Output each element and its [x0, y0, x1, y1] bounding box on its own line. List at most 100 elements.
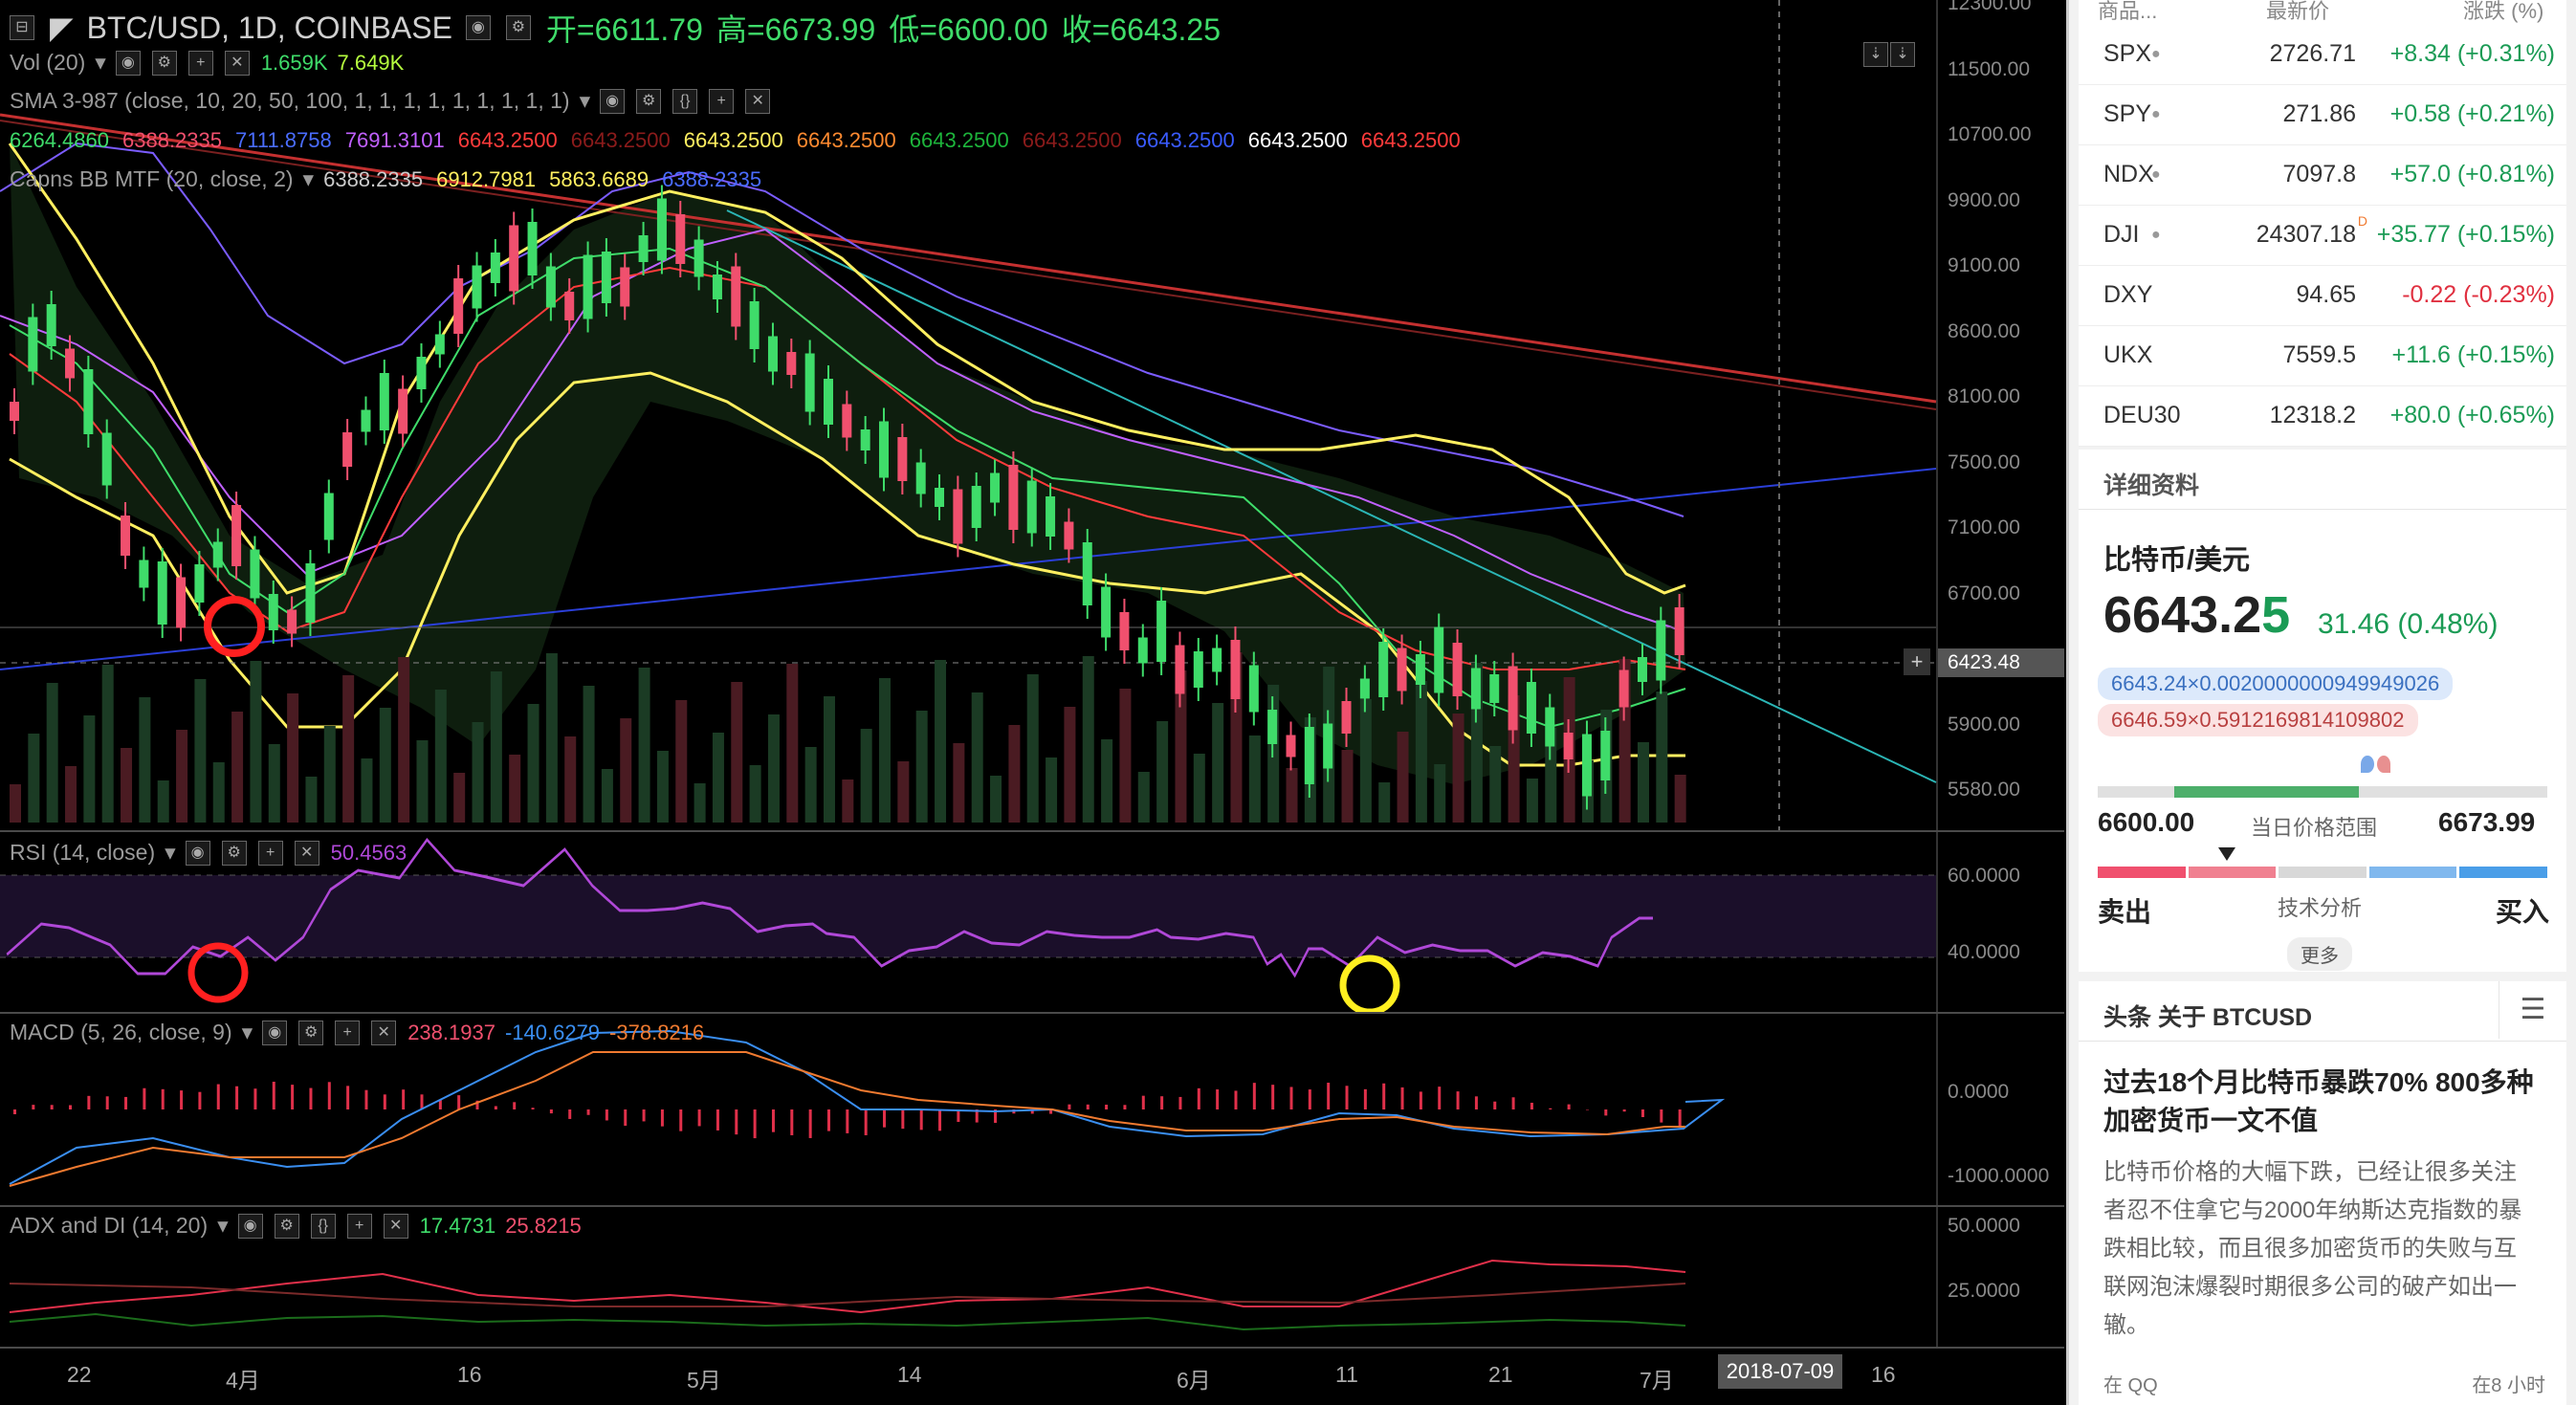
sma-value: 6643.2500 [1360, 128, 1461, 152]
col-change[interactable]: 涨跌 (%) [2463, 0, 2544, 23]
tech-label[interactable]: 技术分析 [2278, 896, 2363, 920]
eye-icon[interactable]: ◉ [185, 840, 210, 866]
chevron-down-icon[interactable]: ▾ [165, 840, 176, 865]
settings-icon[interactable]: ⚙ [221, 840, 247, 866]
close-icon[interactable]: ✕ [383, 1213, 408, 1239]
eye-icon[interactable]: ◉ [237, 1213, 263, 1239]
scroll-controls[interactable]: ⇣ ⇣ [1863, 42, 1917, 67]
macd-pane[interactable]: MACD (5, 26, close, 9) ▾ ◉ ⚙ + ✕ 238.1937 -… [0, 1014, 2064, 1207]
watchlist[interactable]: 商品... 最新价 涨跌 (%) SPX ● 2726.71 +8.34 (+0.31… [2079, 0, 2566, 447]
chevron-down-icon[interactable]: ▾ [579, 88, 591, 113]
sma-value: 6643.2500 [457, 128, 558, 152]
watchlist-row[interactable]: DEU30 12318.2 +80.0 (+0.65%) [2079, 386, 2566, 447]
close-icon[interactable]: ✕ [745, 88, 771, 114]
plus-icon[interactable]: + [346, 1213, 372, 1239]
price-pane[interactable]: ⊟ ◤ BTC/USD, 1D, COINBASE ◉ ⚙ 开=6611.79 … [0, 0, 2064, 832]
watchlist-price: 2726.71 [2269, 40, 2356, 67]
vol-label: Vol (20) [10, 50, 86, 75]
source-code-icon[interactable]: {} [310, 1213, 336, 1239]
adx-value-1: 17.4731 [419, 1213, 496, 1238]
plus-icon[interactable]: + [257, 840, 283, 866]
volume-bar [1064, 707, 1076, 823]
chevron-down-icon[interactable]: ▾ [302, 166, 315, 191]
volume-bar [139, 697, 151, 823]
delayed-dot-icon: ● [2151, 106, 2161, 122]
settings-icon[interactable]: ⚙ [636, 88, 662, 114]
col-price[interactable]: 最新价 [2266, 0, 2330, 23]
watchlist-change: +57.0 (+0.81%) [2389, 161, 2555, 187]
volume-bar [10, 784, 21, 823]
sma-value: 6643.2500 [1134, 128, 1235, 152]
bb-legend[interactable]: Capns BB MTF (20, close, 2) ▾ 6388.2335 6… [10, 166, 761, 192]
rsi-label: RSI (14, close) [10, 840, 156, 865]
settings-icon[interactable]: ⚙ [274, 1213, 299, 1239]
watchlist-row[interactable]: UKX 7559.5 +11.6 (+0.15%) [2079, 326, 2566, 386]
eye-icon[interactable]: ◉ [262, 1020, 288, 1045]
sma-value: 6643.2500 [796, 128, 896, 152]
eye-icon[interactable]: ◉ [465, 15, 491, 40]
adx-legend[interactable]: ADX and DI (14, 20) ▾ ◉ ⚙ {} + ✕ 17.4731 25.… [10, 1213, 582, 1239]
crosshair-plus-icon[interactable]: + [1904, 648, 1930, 675]
candle-body [1212, 648, 1222, 672]
candle-body [1508, 666, 1518, 731]
list-icon[interactable]: ☰ [2499, 981, 2566, 1039]
source-code-icon[interactable]: {} [672, 88, 698, 114]
watchlist-symbol: DXY [2103, 281, 2153, 308]
macd-histogram-bar [753, 1109, 757, 1139]
watchlist-row[interactable]: SPX ● 2726.71 +8.34 (+0.31%) [2079, 25, 2566, 85]
macd-histogram-bar [161, 1088, 165, 1109]
volume-bar [1175, 670, 1187, 823]
settings-icon[interactable]: ⚙ [505, 15, 531, 40]
rsi-pane[interactable]: RSI (14, close) ▾ ◉ ⚙ + ✕ 50.4563 60.0000 40… [0, 832, 2064, 1014]
candle-body [1323, 723, 1333, 769]
more-button[interactable]: 更多 [2287, 937, 2352, 971]
close-icon[interactable]: ✕ [294, 840, 319, 866]
candle-body [398, 388, 408, 434]
watchlist-row[interactable]: SPY ● 271.86 +0.58 (+0.21%) [2079, 85, 2566, 145]
rsi-legend[interactable]: RSI (14, close) ▾ ◉ ⚙ + ✕ 50.4563 [10, 840, 407, 866]
arrow-down-icon[interactable]: ⇣ [1890, 42, 1915, 67]
candle-body [10, 402, 19, 421]
settings-icon[interactable]: ⚙ [298, 1020, 324, 1045]
volume-bar [231, 712, 244, 823]
collapse-icon[interactable]: ⊟ [10, 15, 34, 40]
volume-bar [897, 761, 910, 823]
col-symbol[interactable]: 商品... [2098, 0, 2158, 23]
news-title[interactable]: 过去18个月比特币暴跌70% 800多种加密货币一文不值 [2103, 1067, 2534, 1135]
macd-histogram-bar [1585, 1109, 1589, 1110]
adx-pane[interactable]: ADX and DI (14, 20) ▾ ◉ ⚙ {} + ✕ 17.4731 25.… [0, 1207, 2064, 1349]
macd-histogram-bar [1216, 1089, 1220, 1109]
eye-icon[interactable]: ◉ [115, 50, 141, 76]
chevron-down-icon[interactable]: ▾ [217, 1213, 229, 1238]
sma-legend[interactable]: SMA 3-987 (close, 10, 20, 50, 100, 1, 1,… [10, 88, 772, 114]
chevron-down-icon[interactable]: ▾ [95, 50, 106, 75]
chevron-down-icon[interactable]: ▾ [241, 1020, 253, 1044]
volume-bar [1341, 750, 1354, 823]
candle-body [1137, 637, 1148, 664]
macd-legend[interactable]: MACD (5, 26, close, 9) ▾ ◉ ⚙ + ✕ 238.1937 -… [10, 1020, 704, 1045]
tech-gauge[interactable] [2098, 867, 2547, 878]
close-icon[interactable]: ✕ [371, 1020, 397, 1045]
arrow-down-icon[interactable]: ⇣ [1863, 42, 1888, 67]
macd-histogram-bar [253, 1088, 257, 1109]
plus-icon[interactable]: + [709, 88, 735, 114]
sma-label: SMA 3-987 (close, 10, 20, 50, 100, 1, 1,… [10, 88, 570, 113]
watchlist-row[interactable]: DJI ● 24307.18 +35.77 (+0.15%) D [2079, 206, 2566, 266]
macd-value-hist: 238.1937 [407, 1020, 495, 1044]
volume-bar [1656, 692, 1668, 823]
vol-legend[interactable]: Vol (20) ▾ ◉ ⚙ + ✕ 1.659K 7.649K [10, 50, 404, 76]
plus-icon[interactable]: + [335, 1020, 361, 1045]
time-axis[interactable]: 22 4月 16 5月 14 6月 11 21 7月 16 2018-07-09 [0, 1349, 2064, 1405]
plus-icon[interactable]: + [187, 50, 213, 76]
settings-icon[interactable]: ⚙ [151, 50, 177, 76]
watchlist-row[interactable]: DXY 94.65 -0.22 (-0.23%) [2079, 266, 2566, 326]
close-icon[interactable]: ✕ [224, 50, 250, 76]
volume-bar [46, 683, 58, 823]
watchlist-change: +11.6 (+0.15%) [2391, 341, 2555, 368]
watchlist-row[interactable]: NDX ● 7097.8 +57.0 (+0.81%) [2079, 145, 2566, 206]
volume-bar [545, 653, 558, 823]
close-value: 收=6643.25 [1061, 12, 1222, 47]
chart-area[interactable]: ⊟ ◤ BTC/USD, 1D, COINBASE ◉ ⚙ 开=6611.79 … [0, 0, 2064, 1405]
volume-bar [1156, 721, 1169, 823]
eye-icon[interactable]: ◉ [600, 88, 626, 114]
